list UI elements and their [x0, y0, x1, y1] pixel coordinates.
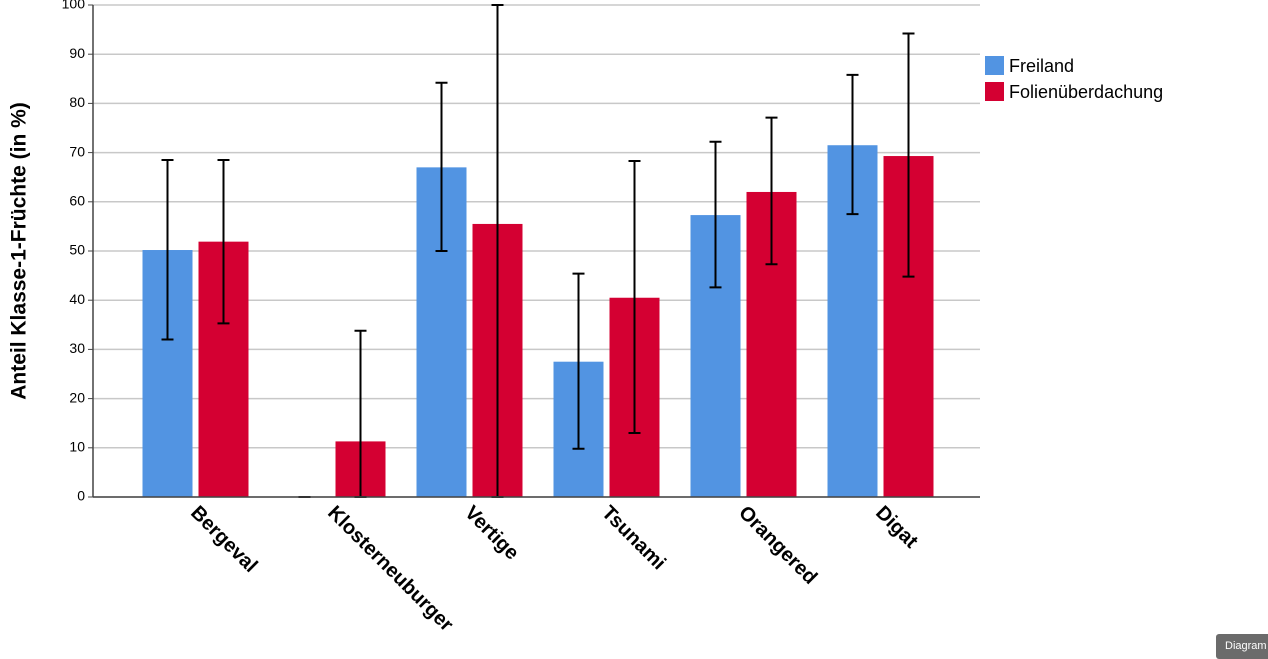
y-tick-label: 90 — [69, 45, 85, 61]
y-tick-label: 100 — [62, 0, 86, 12]
x-tick-label: Orangered — [734, 502, 821, 589]
x-tick-label: Klosterneuburger — [323, 502, 457, 636]
y-tick-label: 10 — [69, 439, 85, 455]
diagram-button[interactable]: Diagram — [1216, 634, 1268, 659]
y-tick-label: 70 — [69, 143, 85, 159]
legend-swatch — [985, 82, 1004, 101]
y-tick-label: 40 — [69, 291, 85, 307]
y-tick-label: 60 — [69, 193, 85, 209]
error-bar — [572, 272, 585, 450]
error-bar — [628, 159, 641, 435]
x-tick-label: Bergeval — [186, 502, 261, 577]
error-bar — [846, 73, 859, 216]
y-tick-label: 80 — [69, 94, 85, 110]
legend-swatch — [985, 56, 1004, 75]
error-bar — [161, 158, 174, 341]
y-tick-label: 0 — [77, 488, 85, 504]
x-tick-label: Tsunami — [597, 502, 670, 575]
legend-label: Freiland — [1009, 56, 1074, 76]
y-axis-label: Anteil Klasse-1-Früchte (in %) — [8, 102, 31, 400]
error-bar — [435, 81, 448, 252]
y-tick-label: 50 — [69, 242, 85, 258]
error-bar — [902, 32, 915, 278]
x-tick-label: Digat — [871, 502, 922, 553]
y-tick-label: 20 — [69, 389, 85, 405]
x-tick-label: Vertige — [460, 502, 523, 565]
legend-label: Folienüberdachung — [1009, 82, 1163, 102]
error-bar — [709, 140, 722, 289]
y-tick-label: 30 — [69, 340, 85, 356]
error-bar — [217, 158, 230, 325]
error-bar — [765, 116, 778, 266]
